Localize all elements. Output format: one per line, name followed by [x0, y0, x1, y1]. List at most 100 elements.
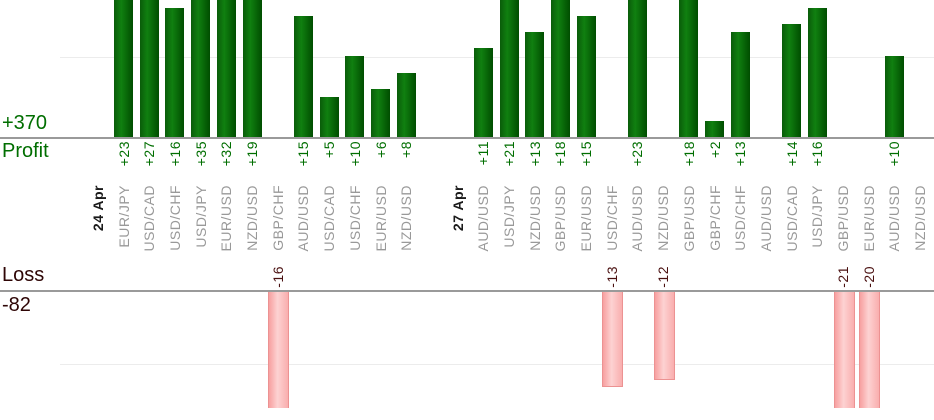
profit-value-slot: +23: [111, 141, 137, 186]
profit-total-label: +370: [2, 112, 48, 134]
profit-value-slot: +11: [470, 141, 496, 186]
profit-bar: [345, 56, 365, 137]
profit-value-slot: +6: [368, 141, 394, 186]
loss-value-label: -12: [655, 266, 672, 288]
pair-label: GBP/USD: [680, 185, 697, 252]
pair-label: USD/CAD: [321, 185, 338, 252]
pair-label-slot: EUR/USD: [213, 185, 239, 257]
loss-bar: [833, 292, 855, 408]
profit-bar: [550, 0, 570, 137]
profit-value-slot: +10: [882, 141, 908, 186]
pair-label-slot: NZD/USD: [522, 185, 548, 257]
profit-bar: [807, 8, 827, 137]
profit-value-label: +21: [500, 141, 517, 167]
pair-label: AUD/USD: [886, 185, 903, 252]
pair-label: NZD/USD: [655, 185, 672, 251]
profit-bar: [242, 0, 262, 137]
pair-label-slot: AUD/USD: [625, 185, 651, 257]
pair-label-slot: EUR/USD: [368, 185, 394, 257]
pair-label-slot: AUD/USD: [882, 185, 908, 257]
profit-bar: [884, 56, 904, 137]
profit-value-slot: +10: [342, 141, 368, 186]
pair-label: USD/CAD: [141, 185, 158, 252]
loss-total-label: -82: [2, 294, 31, 316]
profit-bar: [371, 89, 390, 137]
pair-label: NZD/USD: [526, 185, 543, 251]
profit-value-slot: +15: [573, 141, 599, 186]
loss-plot-area: [85, 292, 933, 408]
profit-value-slot: +32: [213, 141, 239, 186]
profit-value-label: +15: [578, 141, 595, 167]
profit-value-label: +16: [166, 141, 183, 167]
pair-label-slot: AUD/USD: [470, 185, 496, 257]
pair-label-slot: NZD/USD: [907, 185, 933, 257]
loss-bar: [268, 292, 290, 408]
profit-bar: [705, 121, 725, 137]
profit-bar: [216, 0, 236, 137]
loss-value-slot: -16: [265, 256, 291, 288]
loss-bar: [859, 292, 881, 408]
loss-value-label: -21: [835, 266, 852, 288]
profit-value-slot: +21: [496, 141, 522, 186]
pair-label-slot: EUR/JPY: [111, 185, 137, 257]
pair-label: GBP/CHF: [706, 185, 723, 251]
pair-label: NZD/USD: [244, 185, 261, 251]
loss-gridline: [60, 364, 934, 365]
profit-value-slot: +15: [291, 141, 317, 186]
profit-bar: [473, 48, 493, 137]
profit-value-slot: +13: [727, 141, 753, 186]
profit-value-label: +8: [398, 141, 415, 158]
pair-label-slot: GBP/USD: [548, 185, 574, 257]
profit-axis-heading: Profit: [2, 140, 49, 162]
profit-value-slot: +18: [548, 141, 574, 186]
pair-label: EUR/USD: [860, 185, 877, 252]
pair-label-slot: NZD/USD: [650, 185, 676, 257]
profit-value-slot: +2: [702, 141, 728, 186]
pair-label-slot: USD/CAD: [316, 185, 342, 257]
pair-label-slot: GBP/USD: [830, 185, 856, 257]
pair-label-slot: GBP/CHF: [702, 185, 728, 257]
pair-label-slot: USD/CHF: [162, 185, 188, 257]
profit-plot-area: [85, 0, 933, 137]
profit-value-slot: +19: [239, 141, 265, 186]
profit-bar: [499, 0, 519, 137]
pair-label: USD/CHF: [732, 185, 749, 251]
pair-label-slot: USD/JPY: [496, 185, 522, 257]
profit-value-label: +14: [783, 141, 800, 167]
loss-bar: [653, 292, 675, 380]
profit-value-label: +6: [372, 141, 389, 158]
loss-value-slot: -21: [830, 256, 856, 288]
profit-value-label: +18: [680, 141, 697, 167]
loss-axis-heading: Loss: [2, 264, 45, 286]
profit-value-label: +10: [346, 141, 363, 167]
loss-value-label: -16: [269, 266, 286, 288]
profit-value-label: +19: [244, 141, 261, 167]
pair-label: USD/CHF: [346, 185, 363, 251]
profit-value-slot: +23: [625, 141, 651, 186]
loss-value-labels-row: -16 -13 -12 -21 -20: [85, 256, 933, 288]
profit-bar: [396, 73, 416, 137]
loss-axis-line: [0, 290, 934, 292]
profit-bar: [525, 32, 545, 137]
pair-label-slot: USD/JPY: [805, 185, 831, 257]
loss-value-label: -13: [603, 266, 620, 288]
pair-label-slot: NZD/USD: [393, 185, 419, 257]
profit-bar: [319, 97, 339, 137]
pair-label: AUD/USD: [629, 185, 646, 252]
pair-label: AUD/USD: [757, 185, 774, 252]
profit-value-label: +27: [141, 141, 158, 167]
profit-value-label: +5: [321, 141, 338, 158]
date-label: 24 Apr: [89, 185, 106, 232]
pair-label: NZD/USD: [398, 185, 415, 251]
profit-value-label: +32: [218, 141, 235, 167]
pair-label: EUR/USD: [578, 185, 595, 252]
profit-value-slot: +35: [188, 141, 214, 186]
pair-label: USD/JPY: [192, 185, 209, 248]
pair-label: USD/CHF: [603, 185, 620, 251]
profit-axis-line: [0, 137, 934, 139]
profit-value-labels-row: +23 +27 +16 +35 +32 +19 +15 +5 +10 +6 +8 +11 +21 +13 +…: [85, 141, 933, 186]
profit-value-label: +13: [732, 141, 749, 167]
pair-label: NZD/USD: [912, 185, 929, 251]
profit-value-label: +2: [706, 141, 723, 158]
pair-label: USD/CAD: [783, 185, 800, 252]
